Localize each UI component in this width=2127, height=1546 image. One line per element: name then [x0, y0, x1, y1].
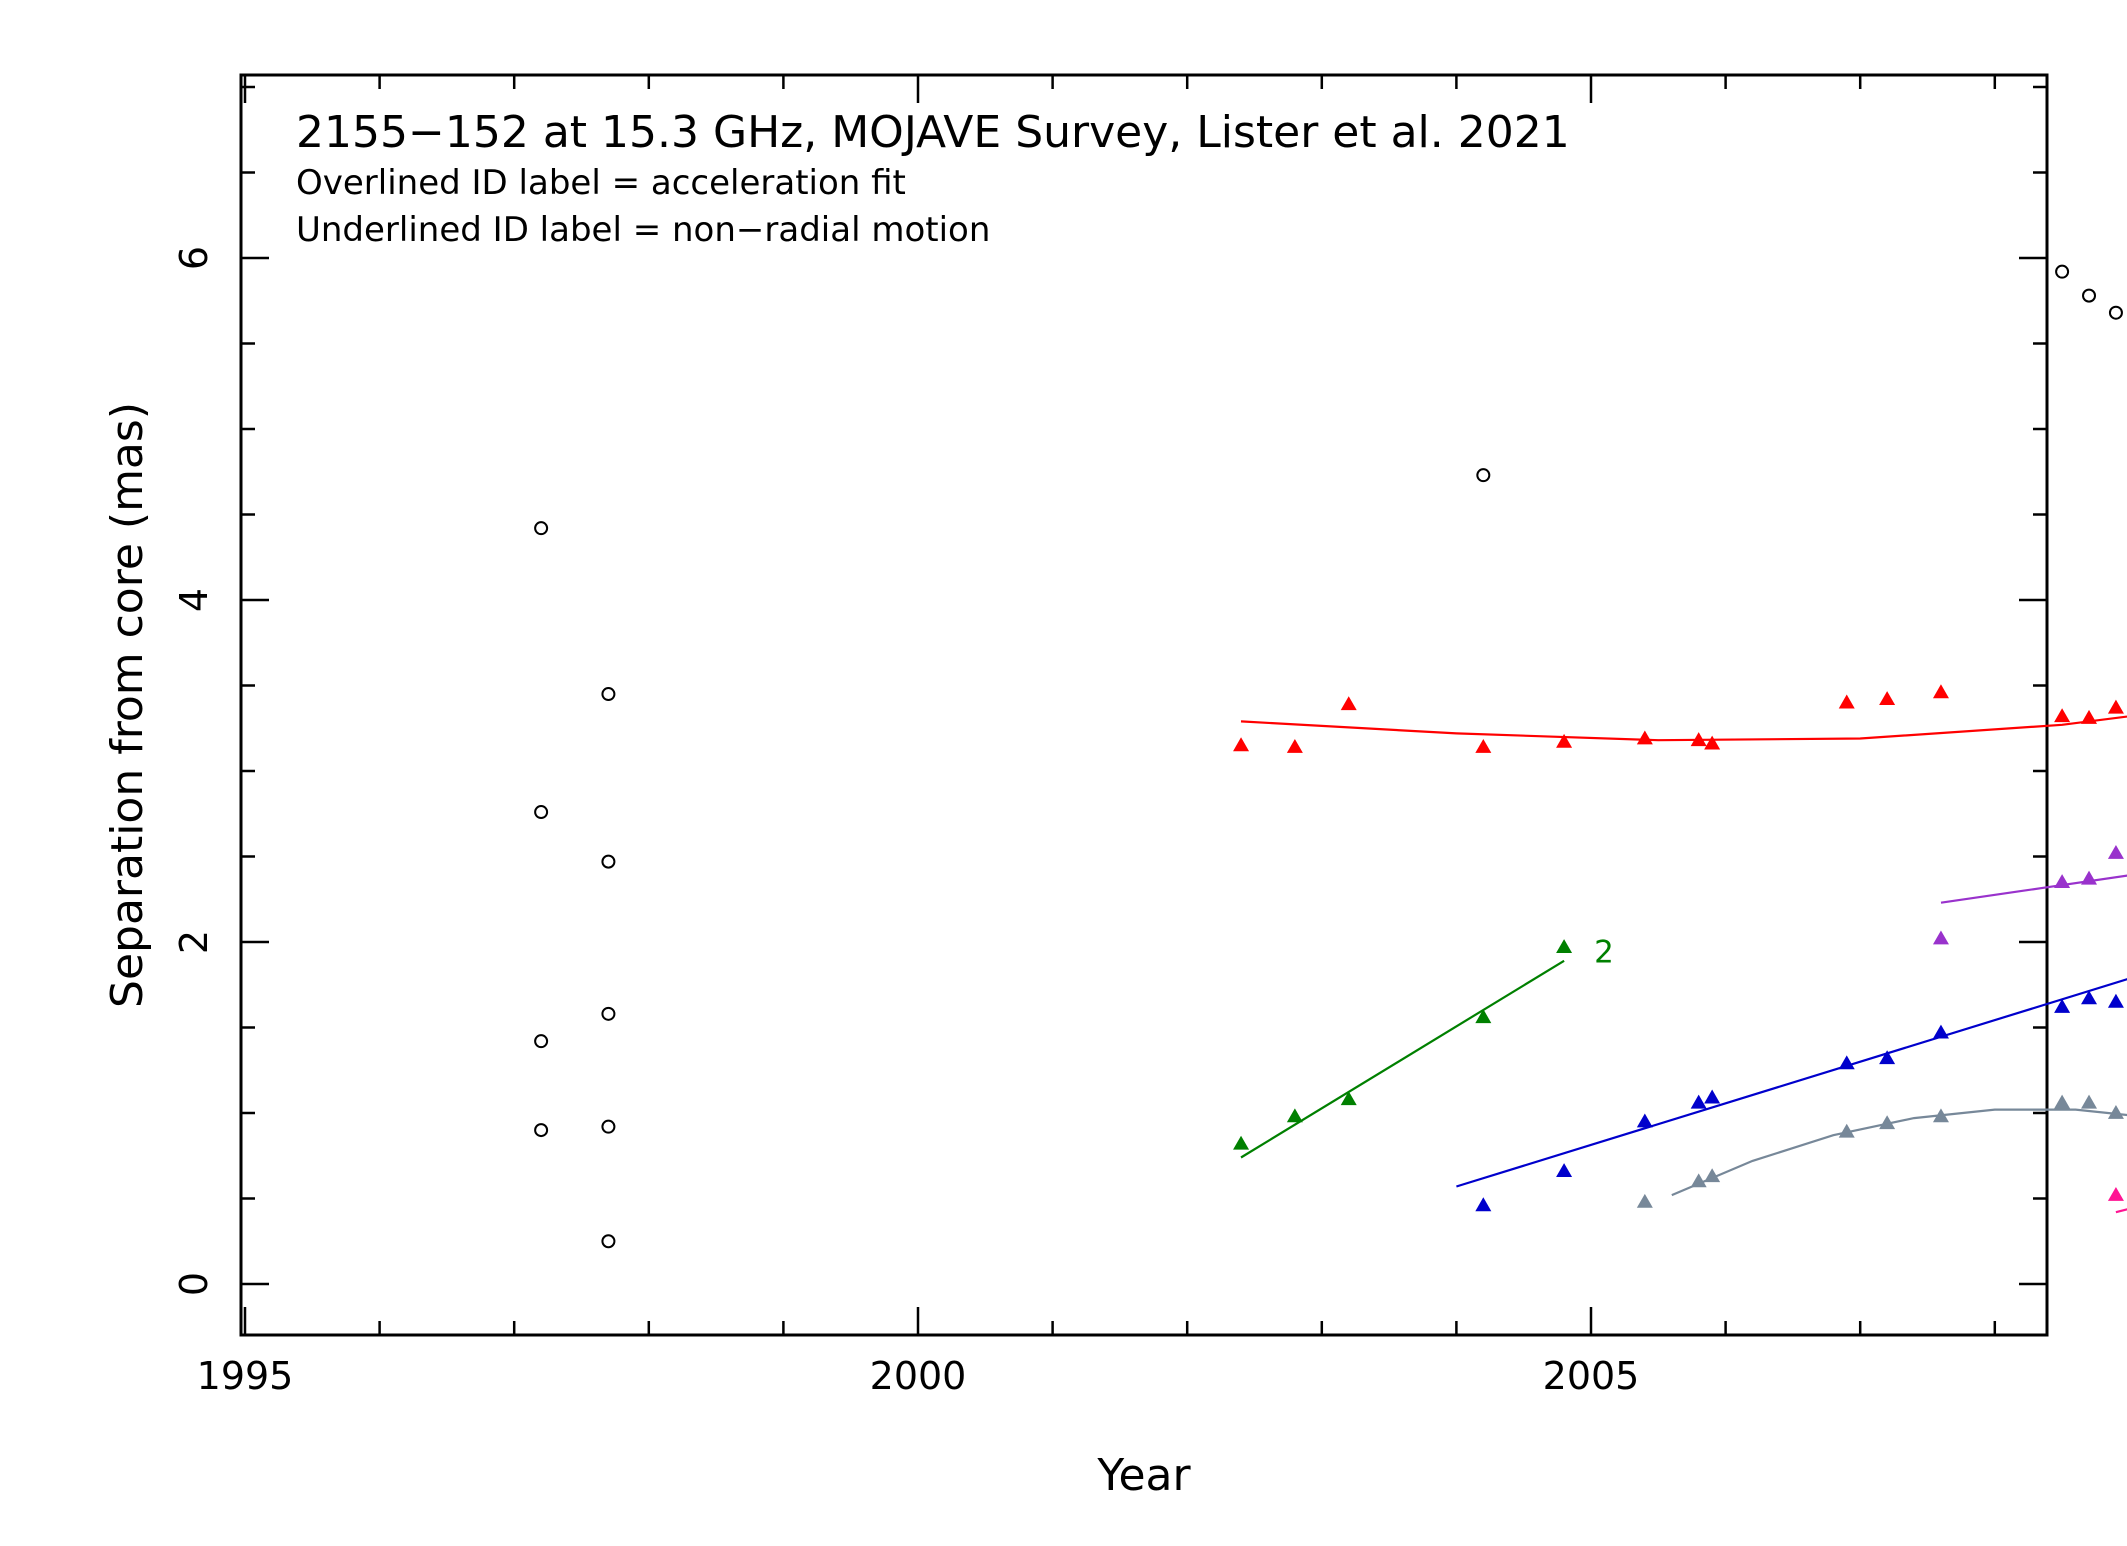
series-4-point	[1636, 1193, 1653, 1208]
component-labels: 12345681617181920	[1594, 934, 1614, 970]
series-8-point	[2081, 870, 2098, 885]
series-3-point	[1556, 1163, 1573, 1177]
fit-line-2	[1240, 959, 1565, 1159]
y-axis-title: Separation from core (mas)	[102, 402, 153, 1008]
series-3-point	[2054, 998, 2071, 1013]
series-4-point	[2081, 1094, 2098, 1109]
series-4-point	[1932, 1108, 1949, 1123]
fit-lines	[1240, 715, 2127, 1214]
series-1-point	[1636, 730, 1653, 745]
y-tick-label: 4	[172, 588, 216, 612]
series-8-point	[1932, 930, 1949, 945]
unassigned-point	[1476, 468, 1491, 483]
unassigned-point	[534, 1034, 549, 1049]
x-tick-label: 2000	[870, 1354, 967, 1398]
series-1-point	[1879, 691, 1896, 706]
chart-subtitle-1: Overlined ID label = acceleration fit	[296, 163, 906, 203]
series-4-point	[1838, 1123, 1855, 1138]
unassigned-point	[2108, 305, 2123, 320]
unassigned-point	[534, 805, 549, 820]
series-1-point	[2081, 709, 2098, 724]
series-3-point	[2081, 990, 2098, 1005]
x-tick-label: 2005	[1543, 1354, 1640, 1398]
fit-line-8	[1940, 874, 2127, 904]
series-4-point	[2054, 1094, 2071, 1109]
series-1-point	[1286, 739, 1303, 753]
series-8-point	[2054, 874, 2071, 888]
y-tick-label: 6	[172, 246, 216, 270]
series-1-point	[1690, 732, 1707, 747]
unassigned-point	[601, 1119, 616, 1134]
fit-line-3	[1456, 978, 2127, 1188]
fit-line-1	[1240, 715, 2127, 742]
unassigned-point	[534, 1123, 549, 1138]
x-tick-label: 1995	[197, 1354, 294, 1398]
series-2-point	[1475, 1009, 1492, 1024]
series-1-point	[2107, 699, 2124, 714]
series-1-point	[1556, 733, 1573, 748]
series-3-point	[1704, 1089, 1721, 1104]
series-5-point	[2107, 1187, 2124, 1201]
unassigned-point	[601, 687, 616, 702]
chart-subtitle-2: Underlined ID label = non−radial motion	[296, 210, 990, 250]
series-1-point	[1340, 696, 1357, 711]
series-2-point	[1233, 1135, 1250, 1150]
plot-frame	[239, 73, 2049, 1337]
series-3-point	[1932, 1024, 1949, 1039]
unassigned-point	[2055, 264, 2070, 279]
axis-ticks: 1995200020052010201520200246	[172, 75, 2047, 1398]
series-4-point	[1704, 1168, 1721, 1183]
chart-title: 2155−152 at 15.3 GHz, MOJAVE Survey, Lis…	[296, 107, 1570, 158]
series-1-point	[1838, 694, 1855, 709]
series-8-point	[2107, 845, 2124, 859]
unassigned-point	[601, 1234, 616, 1249]
series-4-point	[2107, 1104, 2124, 1119]
series-2-point	[1286, 1108, 1303, 1123]
x-axis-title: Year	[1096, 1450, 1191, 1501]
series-1-point	[1932, 684, 1949, 699]
series-3-point	[1475, 1197, 1492, 1212]
unassigned-point	[534, 521, 549, 536]
fit-line-5	[2115, 1208, 2127, 1214]
series-4-point	[1690, 1173, 1707, 1188]
series-3-point	[1690, 1094, 1707, 1109]
component-label-2: 2	[1594, 934, 1614, 970]
fit-line-4	[1671, 1108, 2127, 1197]
series-3-point	[1636, 1113, 1653, 1128]
y-tick-label: 0	[172, 1272, 216, 1296]
series-3-point	[1879, 1050, 1896, 1065]
unassigned-point	[601, 854, 616, 869]
series-1-point	[1475, 739, 1492, 753]
series-4-point	[1879, 1115, 1896, 1130]
series-2-point	[1340, 1091, 1357, 1106]
unassigned-point	[2082, 288, 2097, 303]
series-1-point	[1233, 737, 1250, 752]
series-1-point	[1704, 735, 1721, 750]
unassigned-point	[601, 1006, 616, 1021]
series-3-point	[2107, 993, 2124, 1008]
data-marks	[534, 264, 2124, 1249]
series-2-point	[1556, 939, 1573, 953]
series-3-point	[1838, 1055, 1855, 1070]
y-tick-label: 2	[172, 930, 216, 954]
series-1-point	[2054, 708, 2071, 723]
